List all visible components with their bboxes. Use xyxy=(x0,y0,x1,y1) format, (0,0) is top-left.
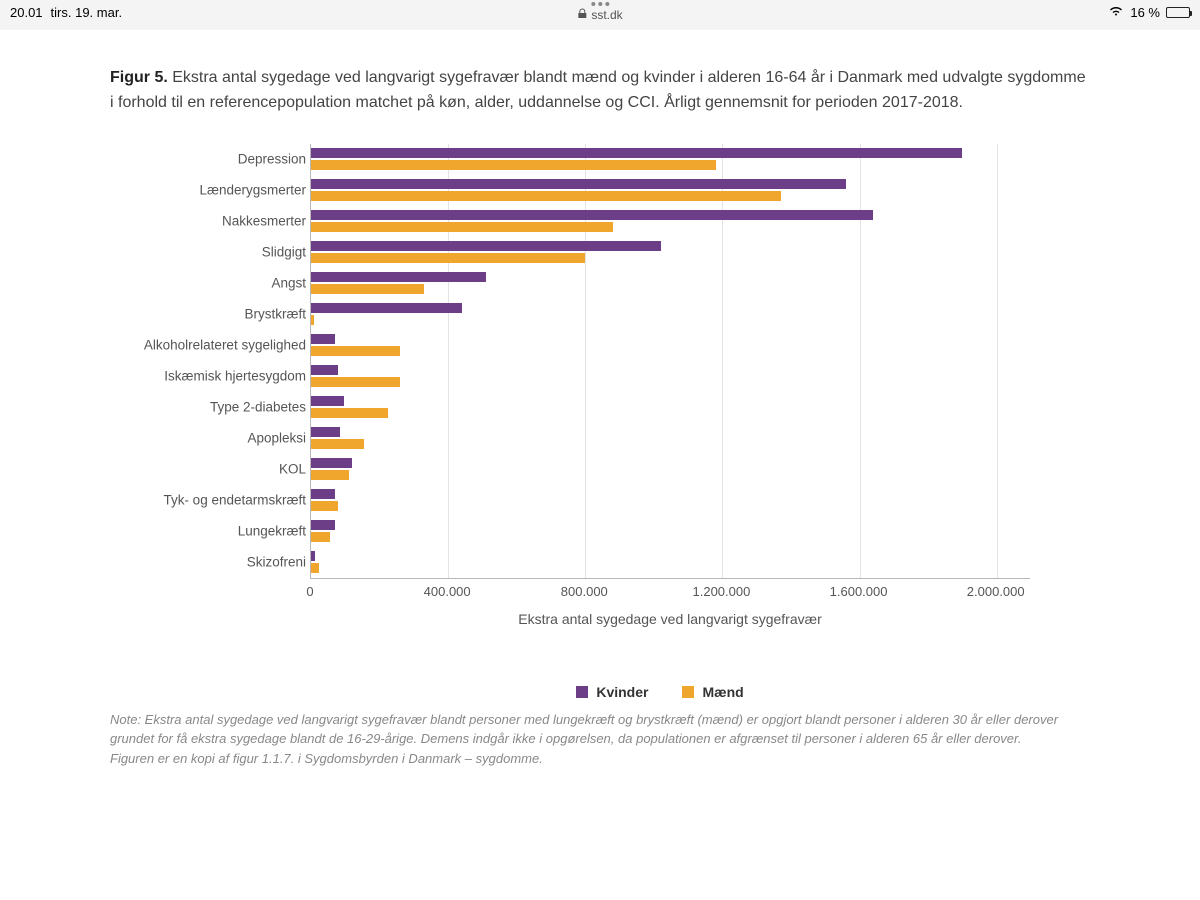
category-label: Skizofreni xyxy=(247,555,306,570)
bar-kvinder xyxy=(311,458,352,468)
battery-icon xyxy=(1166,7,1190,18)
gridline xyxy=(585,144,586,578)
category-label: Depression xyxy=(238,152,306,167)
legend-swatch-maend xyxy=(682,686,694,698)
bar-kvinder xyxy=(311,551,315,561)
url-host: sst.dk xyxy=(591,8,622,22)
category-label: Type 2-diabetes xyxy=(210,400,306,415)
figure-label: Figur 5. xyxy=(110,69,168,86)
category-label: Alkoholrelateret sygelighed xyxy=(144,338,306,353)
category-label: KOL xyxy=(279,462,306,477)
footnote-line2: Figuren er en kopi af figur 1.1.7. i Syg… xyxy=(110,751,543,766)
bar-kvinder xyxy=(311,179,846,189)
status-date: tirs. 19. mar. xyxy=(51,5,123,20)
footnote: Note: Ekstra antal sygedage ved langvari… xyxy=(110,710,1090,769)
legend-item-kvinder: Kvinder xyxy=(576,684,648,700)
category-label: Tyk- og endetarmskræft xyxy=(163,493,306,508)
bar-kvinder xyxy=(311,427,340,437)
legend-label-maend: Mænd xyxy=(702,684,743,700)
category-label: Nakkesmerter xyxy=(222,214,306,229)
footnote-line1: Note: Ekstra antal sygedage ved langvari… xyxy=(110,712,1058,747)
x-tick-label: 800.000 xyxy=(561,584,608,599)
status-bar: 20.01 tirs. 19. mar. sst.dk 16 % xyxy=(0,0,1200,24)
legend-label-kvinder: Kvinder xyxy=(596,684,648,700)
bar-kvinder xyxy=(311,489,335,499)
bar-kvinder xyxy=(311,272,486,282)
page-dots-icon xyxy=(591,2,609,6)
x-tick-label: 1.200.000 xyxy=(693,584,751,599)
bar-maend xyxy=(311,222,613,232)
status-time: 20.01 xyxy=(10,5,43,20)
wifi-icon xyxy=(1108,5,1124,20)
figure-caption: Figur 5. Ekstra antal sygedage ved langv… xyxy=(110,66,1090,116)
x-tick-label: 400.000 xyxy=(424,584,471,599)
category-label: Angst xyxy=(271,276,306,291)
bar-maend xyxy=(311,284,424,294)
bar-chart: Depression Lænderygsmerter Nakkesmerter Sli… xyxy=(120,144,1060,644)
bar-kvinder xyxy=(311,396,344,406)
bar-kvinder xyxy=(311,210,873,220)
category-label: Lungekræft xyxy=(238,524,306,539)
lock-icon xyxy=(577,8,587,22)
bar-maend xyxy=(311,377,400,387)
category-label: Lænderygsmerter xyxy=(199,183,306,198)
gridline xyxy=(860,144,861,578)
bar-kvinder xyxy=(311,520,335,530)
bar-maend xyxy=(311,532,330,542)
bar-maend xyxy=(311,346,400,356)
bar-maend xyxy=(311,408,388,418)
bar-maend xyxy=(311,160,716,170)
figure-caption-text: Ekstra antal sygedage ved langvarigt syg… xyxy=(110,69,1086,111)
bar-maend xyxy=(311,563,319,573)
gridline xyxy=(997,144,998,578)
category-label: Slidgigt xyxy=(262,245,306,260)
gridline xyxy=(448,144,449,578)
bar-kvinder xyxy=(311,303,462,313)
page-content: Figur 5. Ekstra antal sygedage ved langv… xyxy=(0,30,1200,900)
bar-maend xyxy=(311,501,338,511)
category-label: Iskæmisk hjertesygdom xyxy=(164,369,306,384)
category-label: Brystkræft xyxy=(244,307,306,322)
bar-maend xyxy=(311,191,781,201)
battery-pct: 16 % xyxy=(1130,5,1160,20)
category-label: Apopleksi xyxy=(247,431,306,446)
x-tick-label: 1.600.000 xyxy=(830,584,888,599)
bar-maend xyxy=(311,315,314,325)
bar-kvinder xyxy=(311,148,962,158)
bar-maend xyxy=(311,253,585,263)
bar-maend xyxy=(311,439,364,449)
legend-swatch-kvinder xyxy=(576,686,588,698)
plot-area xyxy=(310,144,1030,579)
legend: Kvinder Mænd xyxy=(300,684,1020,700)
legend-item-maend: Mænd xyxy=(682,684,743,700)
gridline xyxy=(722,144,723,578)
bar-kvinder xyxy=(311,241,661,251)
x-axis-title: Ekstra antal sygedage ved langvarigt syg… xyxy=(310,611,1030,627)
x-tick-label: 2.000.000 xyxy=(967,584,1025,599)
bar-maend xyxy=(311,470,349,480)
bar-kvinder xyxy=(311,365,338,375)
bar-kvinder xyxy=(311,334,335,344)
x-tick-label: 0 xyxy=(306,584,313,599)
